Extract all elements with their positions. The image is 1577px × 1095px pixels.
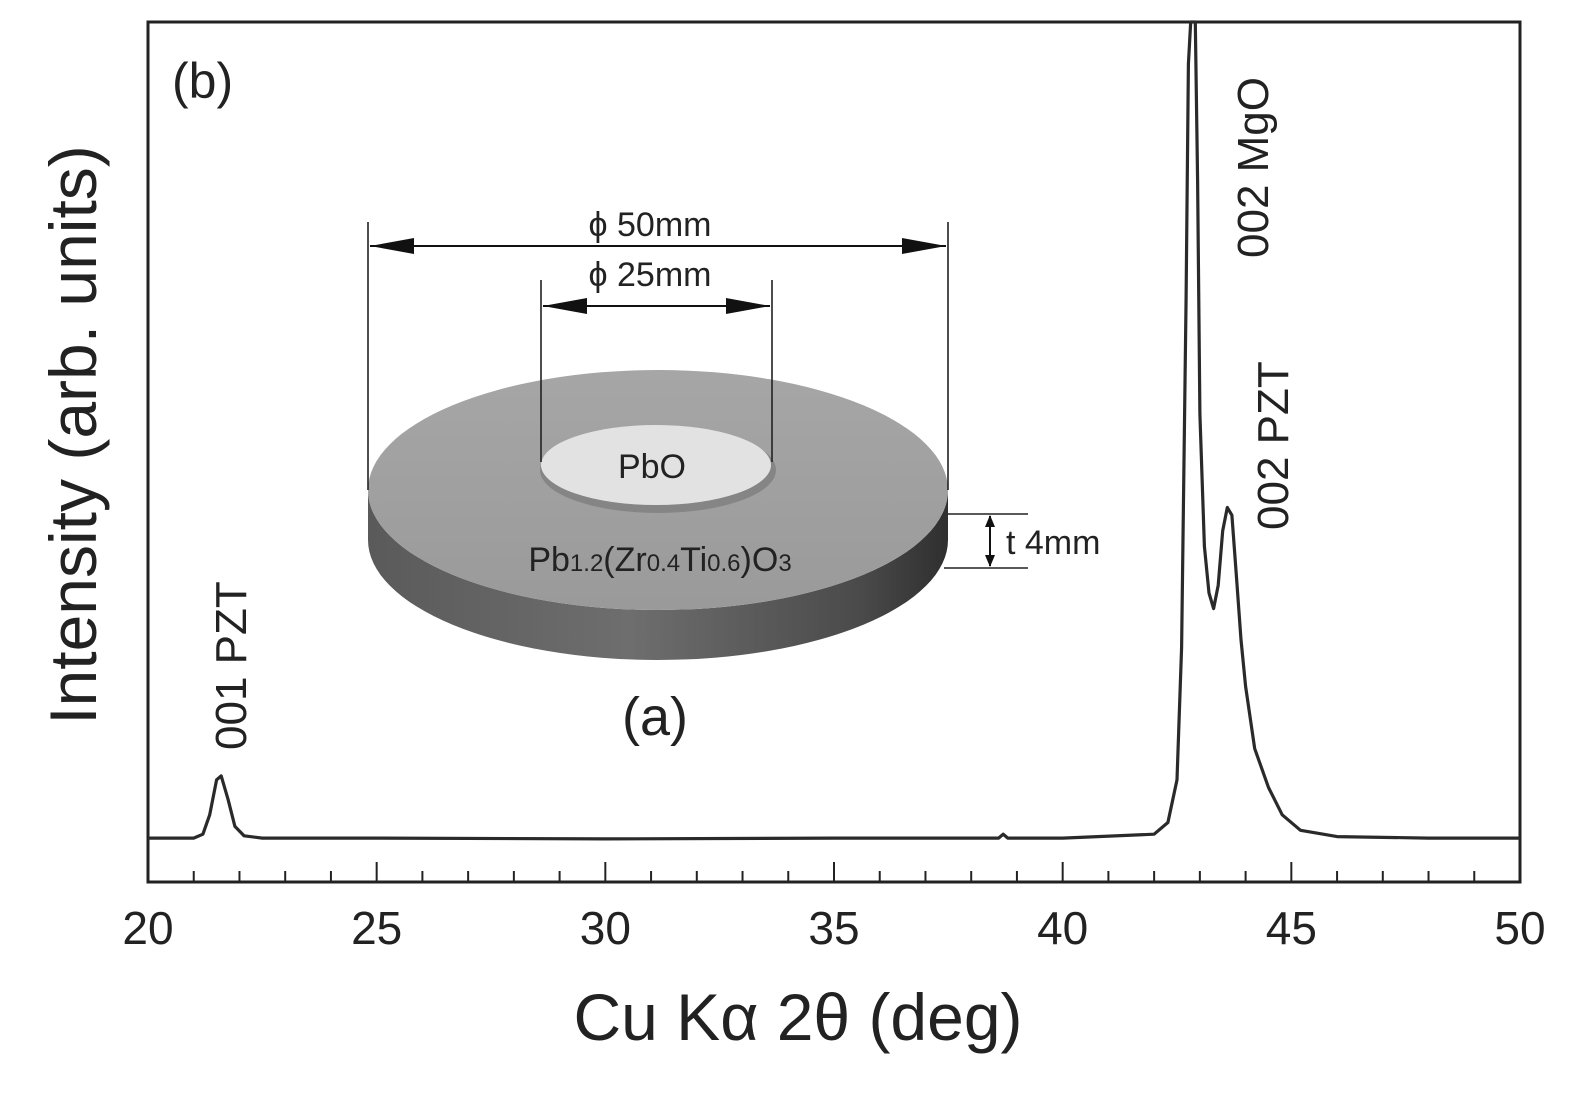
x-tick-label: 35	[808, 902, 859, 954]
target-part-zr: (Zr	[603, 541, 646, 579]
peak-label-002-pzt: 002 PZT	[1249, 361, 1298, 530]
target-part-o-sub: 3	[778, 550, 791, 577]
x-tick-label: 40	[1037, 902, 1088, 954]
peak-label-002-mgo: 002 MgO	[1229, 77, 1278, 258]
x-tick-label: 45	[1266, 902, 1317, 954]
target-part-o: )O	[741, 541, 779, 579]
x-axis: 20 25 30 35 40 45 50	[122, 862, 1546, 954]
target-part-ti: Ti	[680, 541, 707, 579]
pbo-center	[541, 425, 771, 505]
thickness-label: t 4mm	[1006, 524, 1100, 562]
target-part-ti-sub: 0.6	[707, 550, 740, 577]
target-part-zr-sub: 0.4	[647, 550, 680, 577]
panel-label: (b)	[172, 53, 233, 109]
inner-diameter-label: ϕ 25mm	[589, 256, 712, 294]
target-composition-label: Pb1.2(Zr0.4Ti0.6)O3	[528, 541, 791, 579]
target-part-pb-sub: 1.2	[570, 550, 603, 577]
x-tick-label: 25	[351, 902, 402, 954]
disk-side	[368, 490, 948, 660]
target-part-pb: Pb	[528, 541, 570, 579]
x-tick-label: 30	[580, 902, 631, 954]
x-tick-label: 50	[1494, 902, 1545, 954]
inset-target-diagram: ϕ 50mm ϕ 25mm t 4mm PbO Pb1.2(Zr0.4Ti0.6…	[367, 206, 1100, 747]
peak-label-001-pzt: 001 PZT	[207, 581, 256, 750]
pbo-label: PbO	[618, 448, 686, 486]
inset-label: (a)	[622, 687, 688, 747]
x-axis-title: Cu Kα 2θ (deg)	[573, 980, 1022, 1054]
y-axis-title: Intensity (arb. units)	[36, 145, 110, 725]
x-tick-label: 20	[122, 902, 173, 954]
outer-diameter-label: ϕ 50mm	[589, 206, 712, 244]
xrd-series-line	[148, 20, 1520, 841]
